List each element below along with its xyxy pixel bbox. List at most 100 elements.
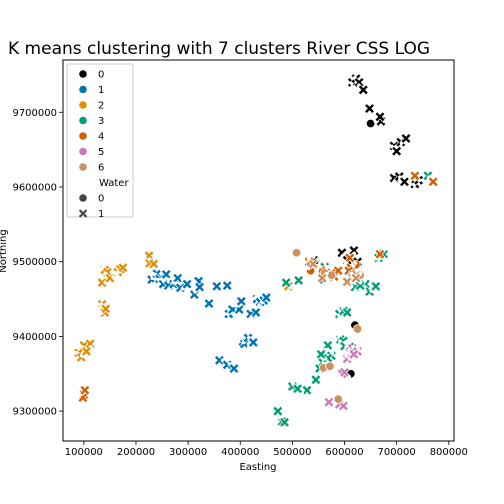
legend-swatch-6 bbox=[79, 163, 87, 171]
legend-swatch-2 bbox=[79, 101, 87, 109]
legend-swatch-1 bbox=[79, 85, 87, 94]
data-point-cluster-1-32 bbox=[227, 362, 241, 375]
data-point-cluster-2-17 bbox=[80, 344, 93, 358]
chart-title: K means clustering with 7 clusters River… bbox=[8, 39, 430, 59]
legend-style-marker-1 bbox=[78, 209, 88, 218]
data-point-cluster-3-27 bbox=[314, 347, 328, 361]
x-tick-label: 400000 bbox=[221, 447, 259, 458]
data-point-cluster-1-14 bbox=[210, 279, 224, 293]
data-point-cluster-1-7 bbox=[171, 271, 185, 285]
data-point-cluster-3-22 bbox=[291, 382, 305, 396]
data-point-cluster-1-8 bbox=[173, 281, 187, 295]
data-point-cluster-3-25 bbox=[278, 415, 291, 429]
data-point-cluster-0-10 bbox=[373, 110, 387, 124]
data-point-cluster-3-10 bbox=[369, 279, 383, 293]
legend-swatch-5 bbox=[79, 147, 87, 156]
y-tick-label: 9700000 bbox=[12, 108, 57, 119]
data-point-cluster-4-11 bbox=[426, 175, 440, 189]
data-point-cluster-5-6 bbox=[347, 347, 361, 361]
x-tick-label: 100000 bbox=[65, 447, 103, 458]
data-point-cluster-3-0 bbox=[279, 276, 293, 290]
data-point-cluster-2-2 bbox=[147, 257, 161, 271]
y-tick-label: 9500000 bbox=[12, 257, 57, 268]
data-point-cluster-5-7 bbox=[322, 395, 336, 409]
legend-label-5: 5 bbox=[98, 147, 104, 158]
y-axis-label: Northing bbox=[0, 229, 9, 272]
data-point-cluster-3-19 bbox=[309, 373, 323, 387]
data-point-cluster-2-12 bbox=[99, 302, 113, 316]
data-point-cluster-1-9 bbox=[180, 277, 194, 291]
data-point-cluster-6-0 bbox=[291, 248, 302, 258]
data-point-cluster-0-6 bbox=[352, 76, 366, 89]
data-point-cluster-0-17 bbox=[398, 175, 411, 189]
data-point-cluster-1-12 bbox=[193, 280, 206, 294]
x-tick-label: 700000 bbox=[378, 447, 416, 458]
points-layer bbox=[72, 72, 440, 429]
x-axis-ticks: 100000 200000 300000 400000 500000 600000 7000… bbox=[65, 441, 468, 458]
x-tick-label: 600000 bbox=[325, 447, 363, 458]
data-point-cluster-1-25 bbox=[249, 306, 263, 319]
data-point-cluster-6-9 bbox=[333, 394, 343, 404]
legend-style-marker-0 bbox=[79, 194, 87, 202]
data-point-cluster-1-4 bbox=[159, 268, 173, 281]
legend-label-3: 3 bbox=[98, 116, 104, 127]
data-point-cluster-0-1 bbox=[365, 118, 376, 129]
y-axis-ticks: 9300000 9400000 9500000 9600000 9700000 bbox=[12, 108, 63, 418]
data-point-cluster-1-24 bbox=[246, 335, 260, 349]
data-point-cluster-4-10 bbox=[408, 169, 422, 183]
legend-label-1: 1 bbox=[98, 85, 104, 96]
legend-items: 0 1 2 3 4 5 6 Water 0 1 bbox=[78, 70, 129, 220]
data-point-cluster-4-14 bbox=[78, 383, 92, 397]
legend-style-label-0: 0 bbox=[98, 194, 104, 205]
y-tick-label: 9600000 bbox=[12, 183, 57, 194]
data-point-cluster-4-7 bbox=[343, 251, 357, 265]
data-point-cluster-3-23 bbox=[271, 404, 285, 418]
x-tick-label: 200000 bbox=[117, 447, 155, 458]
data-point-cluster-0-7 bbox=[356, 83, 370, 97]
legend: 0 1 2 3 4 5 6 Water 0 1 bbox=[66, 63, 134, 220]
y-tick-label: 9400000 bbox=[12, 332, 57, 343]
data-point-cluster-1-30 bbox=[212, 353, 226, 367]
data-point-cluster-4-9 bbox=[373, 247, 387, 261]
x-axis-label: Easting bbox=[239, 462, 276, 473]
data-point-cluster-0-8 bbox=[363, 102, 376, 115]
data-point-cluster-6-6 bbox=[352, 324, 363, 334]
data-point-cluster-1-31 bbox=[220, 358, 234, 372]
data-point-cluster-6-10 bbox=[315, 271, 329, 285]
data-point-cluster-0-14 bbox=[399, 132, 413, 145]
data-point-cluster-1-15 bbox=[220, 279, 234, 293]
y-tick-label: 9300000 bbox=[12, 407, 57, 418]
legend-swatch-3 bbox=[79, 116, 87, 125]
x-tick-label: 300000 bbox=[169, 447, 207, 458]
legend-label-4: 4 bbox=[98, 132, 104, 143]
data-point-cluster-3-1 bbox=[292, 273, 306, 287]
legend-style-label-1: 1 bbox=[98, 209, 104, 220]
data-point-cluster-3-31 bbox=[353, 279, 367, 293]
data-point-cluster-6-11 bbox=[306, 257, 320, 271]
data-point-cluster-1-13 bbox=[202, 297, 216, 310]
legend-swatch-4 bbox=[79, 132, 87, 140]
data-point-cluster-2-9 bbox=[116, 261, 130, 275]
plot-area: 100000 200000 300000 400000 500000 600000 7000… bbox=[12, 59, 468, 458]
legend-label-0: 0 bbox=[98, 70, 104, 81]
legend-swatch-0 bbox=[79, 70, 87, 78]
data-point-cluster-6-8 bbox=[325, 361, 335, 371]
data-point-cluster-0-12 bbox=[390, 144, 404, 158]
x-tick-label: 500000 bbox=[273, 447, 311, 458]
data-point-cluster-6-3 bbox=[326, 270, 337, 280]
data-point-cluster-1-19 bbox=[234, 294, 248, 308]
legend-label-6: 6 bbox=[98, 163, 104, 174]
x-tick-label: 800000 bbox=[430, 447, 468, 458]
data-point-cluster-3-26 bbox=[321, 351, 335, 365]
data-point-cluster-2-5 bbox=[95, 276, 109, 290]
data-point-cluster-6-13 bbox=[349, 271, 363, 285]
data-point-cluster-2-14 bbox=[83, 337, 97, 351]
legend-label-2: 2 bbox=[98, 101, 104, 112]
data-point-cluster-0-21 bbox=[347, 244, 361, 257]
data-point-cluster-6-12 bbox=[340, 275, 354, 289]
data-point-cluster-1-29 bbox=[259, 291, 273, 304]
data-point-cluster-5-1 bbox=[338, 365, 351, 379]
legend-style-title: Water bbox=[99, 178, 129, 189]
data-point-cluster-3-6 bbox=[340, 306, 354, 319]
